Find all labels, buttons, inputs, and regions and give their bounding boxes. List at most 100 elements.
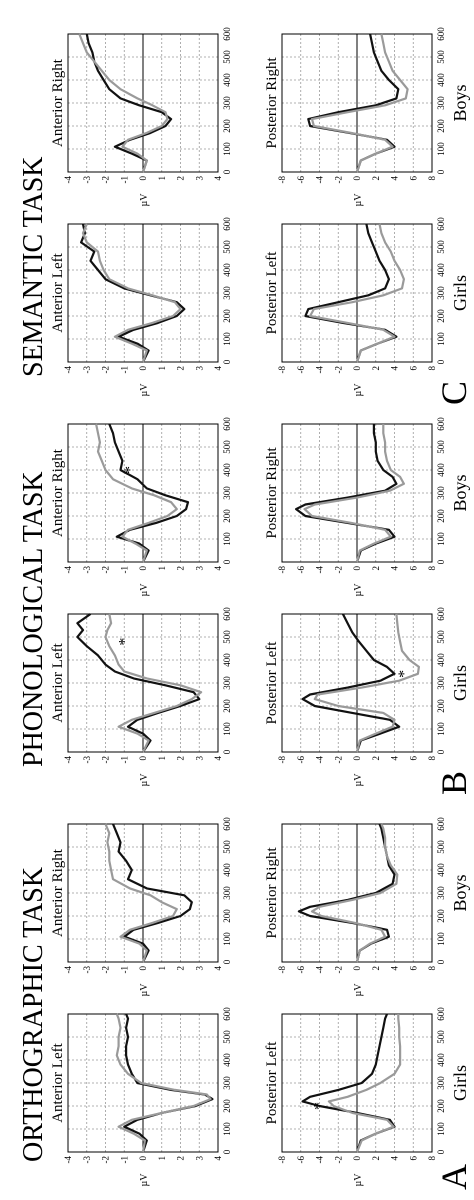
y-tick-label: -2 bbox=[101, 566, 111, 574]
x-tick-label: 0 bbox=[222, 169, 232, 174]
panel-letter-A: A bbox=[434, 1164, 474, 1190]
y-tick-label: 2 bbox=[371, 366, 381, 371]
x-tick-label: 600 bbox=[222, 607, 232, 621]
y-unit-label: µV bbox=[139, 773, 150, 787]
x-tick-label: 500 bbox=[222, 1030, 232, 1044]
x-tick-label: 500 bbox=[436, 630, 446, 644]
x-tick-label: 400 bbox=[436, 863, 446, 877]
y-tick-label: -3 bbox=[82, 966, 92, 974]
y-tick-label: 4 bbox=[390, 1156, 400, 1161]
x-tick-label: 300 bbox=[222, 676, 232, 690]
y-tick-label: 2 bbox=[371, 1156, 381, 1161]
y-tick-label: 6 bbox=[408, 756, 418, 761]
group-label-girls: Girls bbox=[450, 1065, 470, 1101]
y-unit-label: µV bbox=[139, 383, 150, 397]
y-tick-label: 4 bbox=[213, 1156, 223, 1161]
y-tick-label: 3 bbox=[194, 756, 204, 761]
y-tick-label: -2 bbox=[333, 176, 343, 184]
series-line-gray bbox=[104, 823, 178, 963]
y-unit-label: µV bbox=[139, 1173, 150, 1187]
plot-title: Posterior Right bbox=[264, 57, 280, 149]
y-tick-label: 6 bbox=[408, 966, 418, 971]
y-tick-label: -6 bbox=[296, 756, 306, 764]
y-tick-label: 4 bbox=[213, 366, 223, 371]
y-unit-label: µV bbox=[353, 1173, 364, 1187]
significance-marker: * bbox=[396, 670, 413, 678]
y-tick-label: 0 bbox=[352, 366, 362, 371]
y-tick-label: 8 bbox=[427, 1156, 437, 1161]
y-tick-label: -8 bbox=[277, 176, 287, 184]
x-tick-label: 300 bbox=[222, 286, 232, 300]
y-tick-label: 6 bbox=[408, 366, 418, 371]
significance-marker: * bbox=[122, 466, 139, 474]
y-tick-label: 2 bbox=[176, 176, 186, 181]
y-tick-label: -3 bbox=[82, 1156, 92, 1164]
y-tick-label: 8 bbox=[427, 966, 437, 971]
y-tick-label: 8 bbox=[427, 176, 437, 181]
y-tick-label: 2 bbox=[371, 756, 381, 761]
plot-title: Anterior Right bbox=[50, 448, 66, 537]
y-tick-label: 8 bbox=[427, 566, 437, 571]
y-tick-label: -4 bbox=[315, 566, 325, 574]
group-label-girls: Girls bbox=[450, 665, 470, 701]
series-line-dark bbox=[108, 423, 190, 563]
y-tick-label: 2 bbox=[371, 176, 381, 181]
task-title-C: SEMANTIC TASK bbox=[18, 157, 49, 378]
x-tick-label: 500 bbox=[436, 440, 446, 454]
x-tick-label: 500 bbox=[436, 1030, 446, 1044]
series-line-gray bbox=[95, 423, 178, 563]
chart-A-anterior-girls: 0 100 200 300 400 500 600 -4 -3 -2 -1 0 1 2 3 4 µV Anteri… bbox=[50, 1007, 232, 1187]
y-tick-label: 3 bbox=[194, 1156, 204, 1161]
y-tick-label: 2 bbox=[371, 966, 381, 971]
x-tick-label: 100 bbox=[436, 532, 446, 546]
y-tick-label: 0 bbox=[352, 1156, 362, 1161]
task-title-A: ORTHOGRAPHIC TASK bbox=[18, 867, 49, 1162]
y-tick-label: 0 bbox=[138, 756, 148, 761]
y-tick-label: 3 bbox=[194, 176, 204, 181]
y-tick-label: -2 bbox=[333, 366, 343, 374]
plot-title: Posterior Left bbox=[264, 1041, 280, 1125]
x-tick-label: 0 bbox=[436, 749, 446, 754]
x-tick-label: 400 bbox=[222, 263, 232, 277]
y-tick-label: -1 bbox=[119, 176, 129, 184]
y-tick-label: 2 bbox=[371, 566, 381, 571]
y-tick-label: -2 bbox=[101, 366, 111, 374]
x-tick-label: 0 bbox=[222, 1149, 232, 1154]
y-tick-label: -2 bbox=[333, 1156, 343, 1164]
x-tick-label: 600 bbox=[436, 217, 446, 231]
y-unit-label: µV bbox=[139, 583, 150, 597]
x-tick-label: 400 bbox=[222, 863, 232, 877]
y-tick-label: 1 bbox=[157, 756, 167, 761]
series-line-gray bbox=[327, 1014, 402, 1153]
y-tick-label: 8 bbox=[427, 756, 437, 761]
x-tick-label: 200 bbox=[436, 119, 446, 133]
series-line-gray bbox=[313, 613, 420, 753]
y-tick-label: -2 bbox=[333, 966, 343, 974]
x-tick-label: 100 bbox=[222, 1122, 232, 1136]
plot-title: Anterior Right bbox=[50, 58, 66, 147]
y-unit-label: µV bbox=[353, 583, 364, 597]
y-tick-label: -1 bbox=[119, 1156, 129, 1164]
series-line-gray bbox=[78, 33, 169, 173]
x-tick-label: 400 bbox=[436, 1053, 446, 1067]
y-tick-label: 6 bbox=[408, 176, 418, 181]
y-tick-label: 0 bbox=[138, 176, 148, 181]
x-tick-label: 200 bbox=[222, 909, 232, 923]
series-line-gray bbox=[310, 823, 399, 963]
y-tick-label: -4 bbox=[63, 176, 73, 184]
y-tick-label: 0 bbox=[352, 756, 362, 761]
y-unit-label: µV bbox=[353, 983, 364, 997]
x-tick-label: 500 bbox=[222, 840, 232, 854]
plot-title: Anterior Left bbox=[50, 252, 66, 332]
x-tick-label: 600 bbox=[436, 417, 446, 431]
panel-letter-B: B bbox=[434, 771, 474, 795]
x-tick-label: 0 bbox=[222, 959, 232, 964]
y-tick-label: -1 bbox=[119, 366, 129, 374]
series-line-dark bbox=[111, 823, 193, 963]
x-tick-label: 500 bbox=[436, 50, 446, 64]
y-tick-label: 4 bbox=[390, 756, 400, 761]
x-tick-label: 100 bbox=[222, 532, 232, 546]
y-tick-label: -2 bbox=[101, 966, 111, 974]
y-tick-label: 8 bbox=[427, 366, 437, 371]
